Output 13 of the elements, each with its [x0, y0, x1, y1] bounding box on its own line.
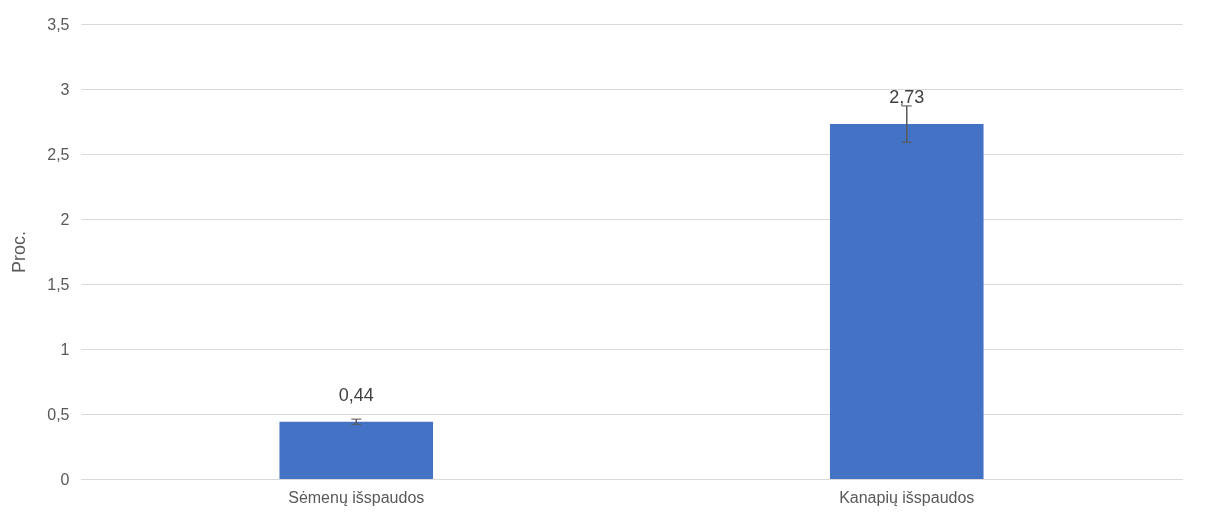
- data-label: 2,73: [889, 87, 925, 108]
- y-tick-label: 3: [60, 80, 70, 98]
- y-tick-label: 1: [60, 340, 70, 358]
- y-axis-title: Proc.: [9, 230, 30, 274]
- x-tick-label: Sėmenų išspaudos: [288, 488, 425, 506]
- y-tick-label: 0: [60, 470, 70, 488]
- data-label: 0,44: [338, 384, 374, 405]
- y-tick-label: 0,5: [47, 405, 70, 423]
- y-tick-label: 3,5: [47, 15, 70, 33]
- y-tick-label: 2,5: [47, 145, 70, 163]
- y-tick-label: 2: [60, 210, 70, 228]
- y-tick-label: 1,5: [47, 275, 70, 293]
- x-tick-label: Kanapių išspaudos: [839, 488, 975, 506]
